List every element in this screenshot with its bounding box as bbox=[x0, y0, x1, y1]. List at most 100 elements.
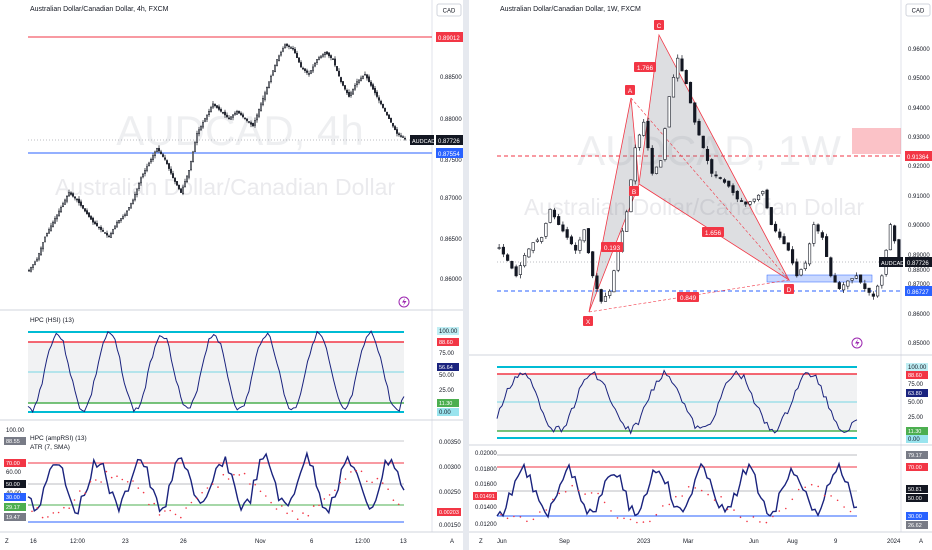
candle bbox=[268, 81, 270, 89]
demand-zone[interactable] bbox=[766, 274, 873, 283]
indicator2-left-scale: 0.02000 0.01800 0.01600 0.01491 0.01400 … bbox=[473, 451, 497, 528]
candle bbox=[527, 248, 531, 258]
candle bbox=[140, 177, 142, 184]
pane-divider[interactable] bbox=[463, 0, 469, 550]
indicator2-title: HPC (ampRSI) (13) bbox=[30, 435, 87, 442]
tick-label: 2023 bbox=[637, 539, 651, 545]
atr-dot bbox=[376, 477, 379, 480]
candle bbox=[232, 114, 234, 118]
lightning-icon[interactable] bbox=[398, 296, 410, 308]
candle bbox=[88, 212, 90, 217]
candle bbox=[314, 62, 316, 67]
atr-dot bbox=[823, 494, 826, 497]
candle bbox=[90, 216, 92, 220]
atr-dot bbox=[334, 489, 336, 492]
scale-z-button[interactable]: Z bbox=[5, 539, 9, 545]
ratio-label: 1.766 bbox=[637, 65, 654, 72]
tick-label: 30.00 bbox=[6, 495, 20, 501]
tick-label: 0.95000 bbox=[908, 76, 930, 82]
candle bbox=[569, 236, 573, 245]
candle bbox=[144, 170, 146, 174]
right-chart-pane[interactable]: AUDCAD, 1W Australian Dollar/Canadian Do… bbox=[469, 0, 932, 550]
left-chart-svg[interactable]: AUDCAD, 4h Australian Dollar/Canadian Do… bbox=[0, 0, 463, 550]
indicator2-subtitle: ATR (7, SMA) bbox=[30, 444, 70, 451]
indicator2-right-scale: 0.00350 0.00300 0.00250 0.00203 0.00150 bbox=[437, 440, 461, 529]
candle bbox=[731, 185, 735, 193]
candle bbox=[340, 77, 342, 83]
candle bbox=[582, 229, 586, 242]
candle bbox=[358, 79, 360, 83]
candle bbox=[514, 266, 518, 277]
price-axis[interactable]: 0.88500 0.88000 0.87500 0.87000 0.86500 … bbox=[440, 75, 462, 283]
tick-label: 0.86000 bbox=[908, 312, 930, 318]
indicator2-right-scale: 79.17 70.00 50.81 50.00 30.00 26.62 bbox=[906, 451, 928, 529]
tick-label: 0.01600 bbox=[475, 482, 497, 488]
supply-zone[interactable] bbox=[852, 128, 901, 154]
candle bbox=[752, 198, 756, 202]
candle bbox=[727, 180, 731, 187]
candle bbox=[68, 192, 70, 197]
tick-label: 0.00300 bbox=[439, 465, 461, 471]
time-axis[interactable]: Z 16 12:00 23 26 Nov 6 12:00 13 A bbox=[5, 539, 454, 545]
time-axis[interactable]: Z Jun Sep 2023 Mar Jun Aug 9 2024 A bbox=[479, 539, 923, 545]
tick-label: Aug bbox=[787, 539, 798, 545]
atr-dot bbox=[318, 504, 320, 507]
atr-dot bbox=[687, 486, 690, 488]
candle bbox=[148, 162, 150, 167]
atr-dot bbox=[126, 481, 129, 483]
currency-label[interactable]: CAD bbox=[912, 9, 925, 15]
tick-label: 0.01400 bbox=[475, 505, 497, 511]
candle bbox=[248, 121, 250, 123]
atr-dot bbox=[344, 478, 347, 480]
candle bbox=[252, 122, 254, 127]
scale-z-button[interactable]: Z bbox=[479, 539, 483, 545]
candle bbox=[398, 133, 400, 136]
candle bbox=[108, 235, 110, 238]
candle bbox=[214, 104, 216, 107]
harmonic-pattern[interactable] bbox=[588, 33, 791, 313]
atr-dot bbox=[227, 478, 230, 480]
candle bbox=[871, 293, 875, 297]
currency-label[interactable]: CAD bbox=[443, 9, 456, 15]
atr-dot bbox=[642, 521, 645, 523]
candle bbox=[136, 188, 138, 195]
atr-dot bbox=[830, 495, 832, 497]
right-chart-svg[interactable]: AUDCAD, 1W Australian Dollar/Canadian Do… bbox=[469, 0, 932, 550]
scale-auto-button[interactable]: A bbox=[450, 539, 454, 545]
candle bbox=[812, 224, 816, 244]
tick-label: 0.86000 bbox=[440, 277, 462, 283]
candle bbox=[366, 74, 368, 79]
candle bbox=[739, 200, 744, 202]
candle bbox=[182, 186, 184, 195]
candle bbox=[364, 74, 366, 76]
atr-dot bbox=[590, 492, 593, 494]
atr-dot bbox=[616, 517, 619, 519]
candle bbox=[250, 122, 252, 125]
atr-dot bbox=[254, 483, 256, 486]
candle bbox=[270, 75, 272, 83]
candle bbox=[535, 239, 539, 242]
atr-dot bbox=[52, 512, 55, 514]
candle bbox=[352, 88, 354, 95]
candle bbox=[170, 168, 172, 174]
price-label-last: 0.87726 bbox=[438, 139, 460, 145]
candle bbox=[782, 236, 786, 245]
candle bbox=[595, 275, 599, 289]
scale-auto-button[interactable]: A bbox=[919, 539, 923, 545]
lightning-icon[interactable] bbox=[851, 337, 863, 349]
tick-label: 0.92000 bbox=[908, 164, 930, 170]
atr-dot bbox=[733, 509, 735, 511]
candle bbox=[825, 236, 829, 257]
candle bbox=[104, 232, 106, 234]
atr-dot bbox=[137, 487, 140, 489]
price-axis[interactable]: 0.96000 0.95000 0.94000 0.93000 0.92000 … bbox=[908, 47, 930, 347]
point-d-label: D bbox=[787, 287, 792, 294]
atr-dot bbox=[597, 492, 599, 495]
ticker-badge: AUDCAD bbox=[881, 261, 904, 267]
candle bbox=[523, 255, 527, 267]
candle bbox=[212, 103, 214, 108]
candle bbox=[837, 282, 841, 289]
left-chart-pane[interactable]: AUDCAD, 4h Australian Dollar/Canadian Do… bbox=[0, 0, 463, 550]
candle bbox=[328, 52, 330, 57]
tick-label: 100.00 bbox=[6, 428, 25, 434]
